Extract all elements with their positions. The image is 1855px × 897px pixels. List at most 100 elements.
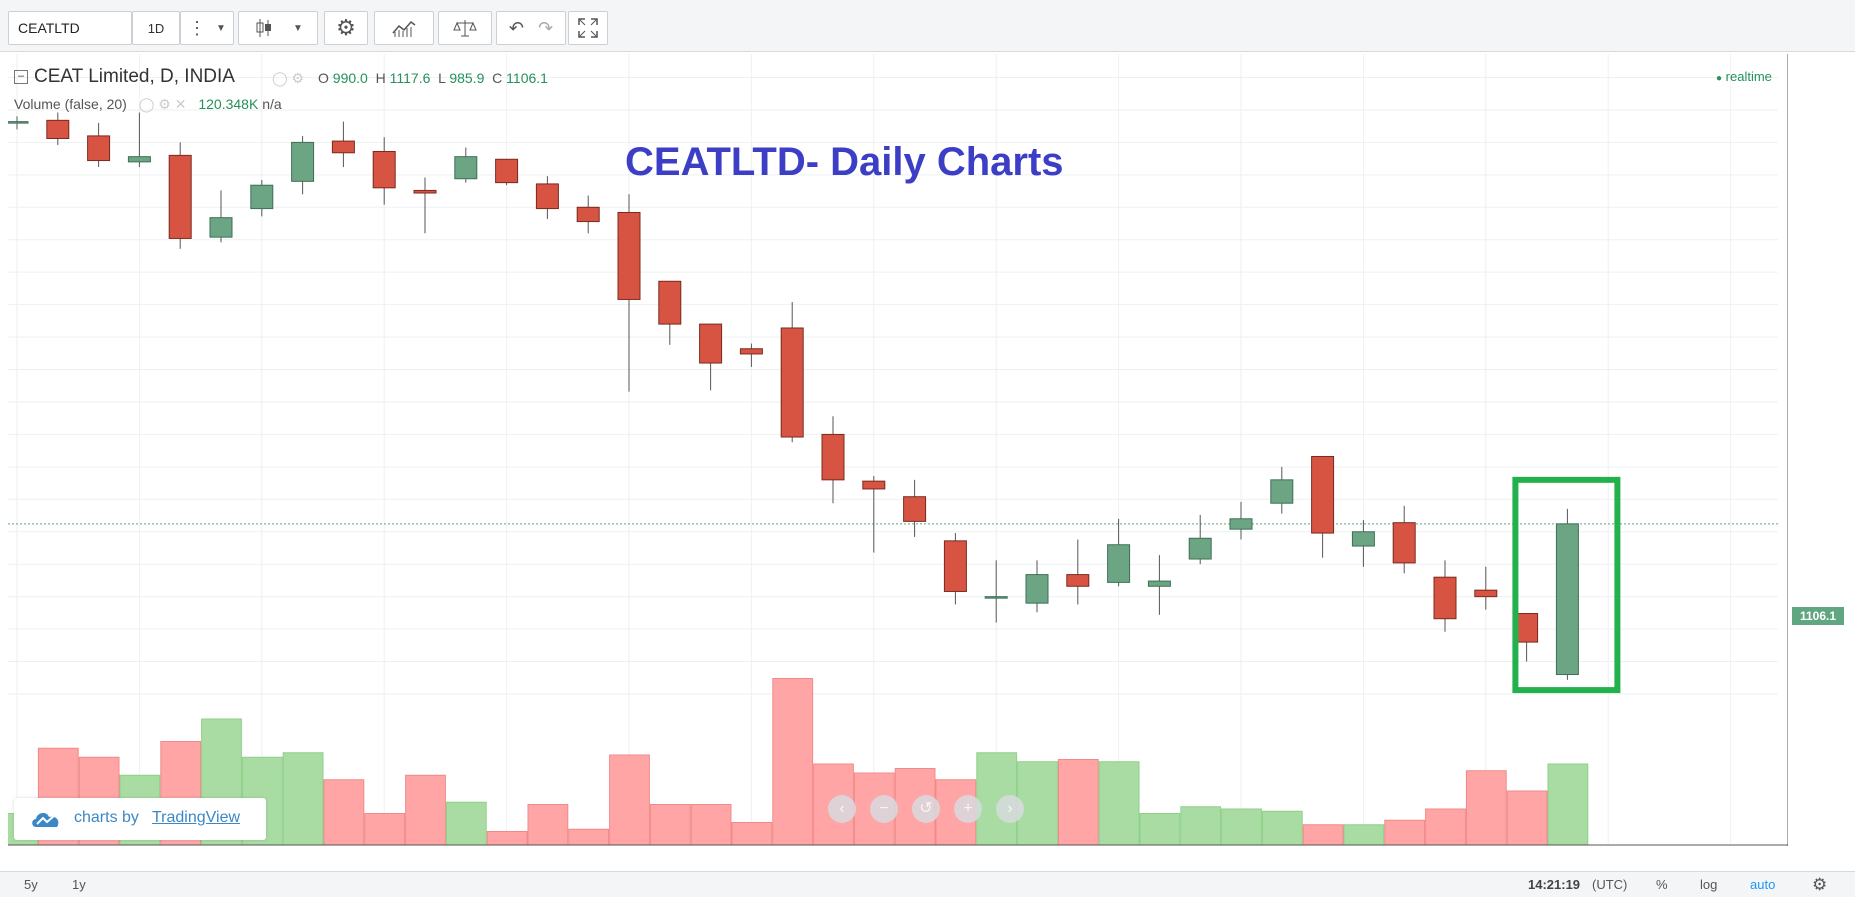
candle-body (1555, 523, 1579, 676)
fullscreen-icon (578, 18, 598, 38)
collapse-legend-icon[interactable]: – (14, 69, 28, 84)
volume-bar (527, 804, 569, 846)
candle-body (250, 184, 274, 210)
volume-bar (1384, 819, 1426, 846)
volume-bar (1098, 761, 1140, 846)
volume-bar (568, 828, 610, 846)
candle-body (127, 156, 151, 163)
candle-body (1351, 531, 1375, 547)
zoom-in-button[interactable]: + (954, 795, 982, 823)
chart-type-button[interactable]: ▼ (238, 11, 318, 45)
volume-bar (1343, 824, 1385, 846)
symbol-search-input[interactable]: CEATLTD (8, 11, 132, 45)
overlay-title: CEATLTD- Daily Charts (625, 140, 1064, 184)
interval-dropdown[interactable]: ⋮ ▼ (180, 11, 234, 45)
volume-bar (445, 801, 487, 846)
volume-legend: Volume (false, 20) ◯ ⚙ ✕ 120.348K n/a (14, 96, 282, 113)
timezone[interactable]: (UTC) (1592, 877, 1628, 892)
candle-body (699, 323, 723, 364)
candle-body (1107, 544, 1131, 583)
indicators-button[interactable] (374, 11, 434, 45)
candle-body (1188, 537, 1212, 560)
candle-body (87, 135, 111, 162)
last-price-tag: 1106.1 (1792, 607, 1844, 625)
fullscreen-button[interactable] (568, 11, 608, 45)
range-1y-button[interactable]: 1y (72, 877, 86, 892)
candle-body (209, 217, 233, 238)
reset-button[interactable]: ↺ (912, 795, 940, 823)
candle-body (739, 348, 763, 355)
legend-visibility-icons[interactable]: ◯ ⚙ (272, 70, 305, 86)
candle-body (8, 121, 29, 124)
volume-bar (282, 752, 324, 846)
undo-icon[interactable]: ↶ (508, 17, 524, 38)
gear-icon: ⚙ (336, 15, 356, 40)
percent-toggle[interactable]: % (1656, 877, 1668, 892)
candle-body (1392, 522, 1416, 564)
tradingview-cloud-icon (32, 813, 59, 827)
candle-body (291, 141, 315, 182)
compare-button[interactable] (438, 11, 492, 45)
interval-selector[interactable]: 1D (132, 11, 180, 45)
clock-time: 14:21:19 (1528, 877, 1581, 892)
volume-bar (1261, 810, 1303, 846)
candle-body (1025, 574, 1049, 604)
chevron-down-icon: ▼ (293, 22, 303, 34)
candle-body (1311, 455, 1335, 534)
candle-body (331, 140, 355, 154)
volume-settings-icons[interactable]: ◯ ⚙ ✕ (138, 96, 187, 112)
candle-body (780, 327, 804, 438)
candle-body (1270, 479, 1294, 504)
candle-body (1515, 613, 1539, 643)
settings-button[interactable]: ⚙ (324, 11, 368, 45)
candle-body (903, 496, 927, 522)
chevron-down-icon: ▼ (216, 22, 226, 34)
redo-icon[interactable]: ↷ (538, 17, 554, 38)
candle-body (1147, 580, 1171, 587)
volume-bar (690, 804, 732, 846)
candle-body (372, 150, 396, 189)
status-dot-icon: ● (1716, 73, 1723, 84)
candle-body (984, 596, 1008, 599)
undo-redo-group: ↶ ↷ (496, 11, 566, 45)
scroll-left-button[interactable]: ‹ (828, 795, 856, 823)
bottom-toolbar: 5y 1y 14:21:19 (UTC) % log auto ⚙ (0, 871, 1855, 897)
candle-body (1474, 589, 1498, 598)
chevron-right-icon: › (1007, 800, 1013, 817)
scales-icon (453, 20, 477, 37)
volume-bar (609, 754, 650, 846)
log-toggle[interactable]: log (1700, 877, 1718, 892)
symbol-title: CEAT Limited, D, INDIA (34, 66, 235, 87)
highlight-box (1512, 476, 1621, 694)
auto-toggle[interactable]: auto (1750, 877, 1776, 892)
candle-body (617, 211, 641, 300)
candle-body (168, 154, 192, 239)
zoom-out-button[interactable]: − (870, 795, 898, 823)
tradingview-logo[interactable]: charts by TradingView (14, 798, 266, 840)
chevron-left-icon: ‹ (839, 800, 845, 817)
logo-prefix: charts by (74, 809, 139, 826)
volume-bar (364, 813, 406, 846)
volume-bar (1547, 763, 1589, 846)
candle-body (495, 158, 519, 184)
minus-icon: − (879, 800, 889, 817)
candles-icon (256, 19, 272, 37)
range-5y-button[interactable]: 5y (24, 877, 38, 892)
volume-bar (1465, 770, 1507, 846)
candle-body (862, 480, 886, 490)
scroll-right-button[interactable]: › (996, 795, 1024, 823)
candle-body (821, 433, 845, 481)
candle-body (46, 119, 70, 140)
candle-body (1229, 518, 1253, 530)
candle-body (576, 206, 600, 223)
volume-bar (649, 804, 691, 846)
candle-body (535, 183, 559, 210)
more-vertical-icon: ⋮ (188, 18, 207, 38)
volume-bar (1302, 824, 1344, 846)
candle-body (1433, 576, 1457, 620)
candle-body (413, 189, 437, 194)
reset-icon: ↺ (919, 800, 933, 817)
ohlc-values: O 990.0 H 1117.6 L 985.9 C 1106.1 (318, 70, 548, 86)
candle-body (943, 540, 967, 592)
gear-icon[interactable]: ⚙ (1812, 875, 1828, 894)
